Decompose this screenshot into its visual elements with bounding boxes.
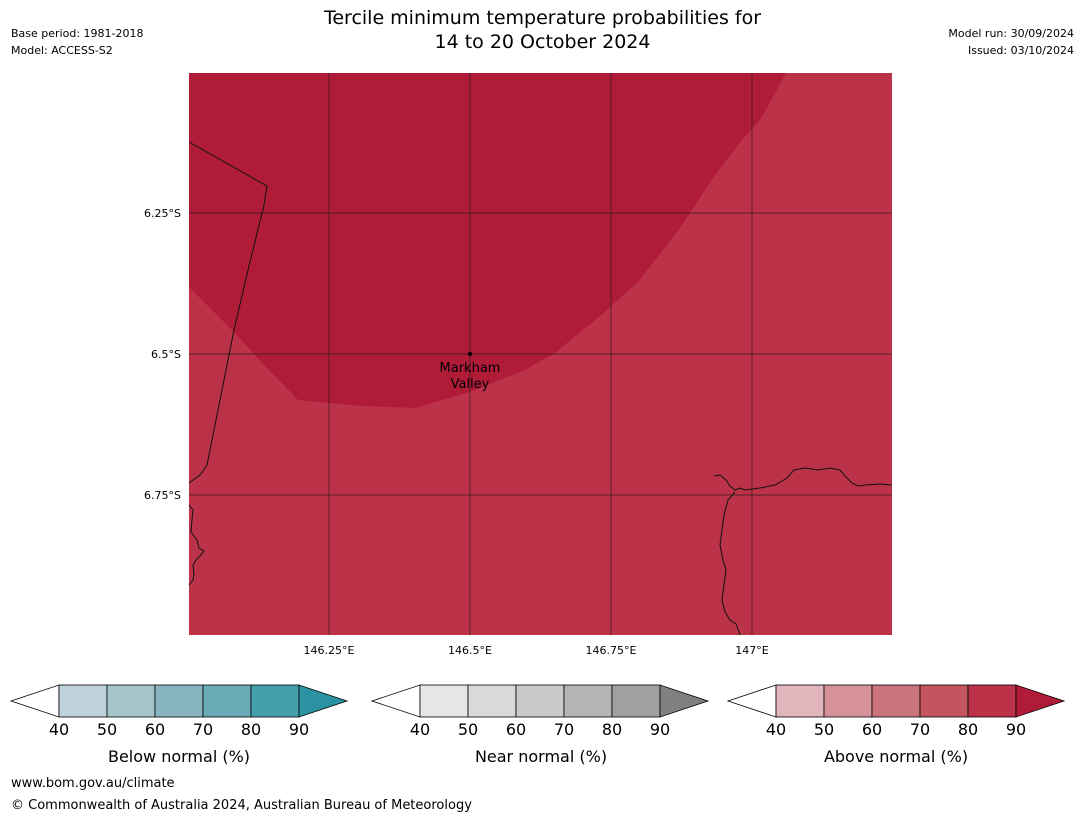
boundaries xyxy=(188,141,893,636)
lat-tick-label: 6.5°S xyxy=(151,348,181,361)
colorbar-segment xyxy=(919,684,969,718)
colorbar-extension-high xyxy=(298,684,349,718)
footer-url: www.bom.gov.au/climate xyxy=(11,776,175,791)
footer-copyright: © Commonwealth of Australia 2024, Austra… xyxy=(11,798,472,813)
colorbar-tick-label: 40 xyxy=(766,720,786,739)
colorbar-segment xyxy=(106,684,156,718)
colorbar-segment xyxy=(611,684,661,718)
chart-title: Tercile minimum temperature probabilitie… xyxy=(0,6,1085,54)
model-run-text: Model run: 30/09/2024 xyxy=(948,27,1074,40)
colorbar-label-near: Near normal (%) xyxy=(475,747,607,766)
place-label-line-1: Markham xyxy=(440,361,501,376)
title-line-1: Tercile minimum temperature probabilitie… xyxy=(323,7,762,29)
colorbar-segment xyxy=(154,684,204,718)
colorbar-tick-label: 40 xyxy=(49,720,69,739)
lon-tick-label: 146.5°E xyxy=(448,644,492,657)
district-boundary xyxy=(188,141,268,484)
lat-tick-label: 6.25°S xyxy=(144,207,181,220)
model-text: Model: ACCESS-S2 xyxy=(11,44,113,57)
colorbar-extension-high xyxy=(659,684,710,718)
colorbar-segment xyxy=(467,684,517,718)
issued-text: Issued: 03/10/2024 xyxy=(967,44,1074,57)
lon-tick-label: 147°E xyxy=(735,644,768,657)
colorbar-tick-label: 50 xyxy=(814,720,834,739)
colorbar-tick-label: 70 xyxy=(554,720,574,739)
colorbar-segment xyxy=(250,684,300,718)
colorbar-segment xyxy=(871,684,921,718)
meta-right: Model run: 30/09/2024 Issued: 03/10/2024 xyxy=(948,25,1074,59)
colorbar-tick-label: 60 xyxy=(506,720,526,739)
colorbar-extension-low xyxy=(9,684,60,718)
colorbar-extension-low xyxy=(370,684,421,718)
map-region-above-90 xyxy=(189,73,786,408)
colorbar-tick-label: 50 xyxy=(458,720,478,739)
colorbar-tick-label: 90 xyxy=(650,720,670,739)
base-period-text: Base period: 1981-2018 xyxy=(11,27,144,40)
coastline-peninsula xyxy=(719,491,741,636)
colorbar-tick-label: 60 xyxy=(145,720,165,739)
lon-tick-label: 146.25°E xyxy=(304,644,355,657)
colorbar-tick-label: 60 xyxy=(862,720,882,739)
colorbar-segment xyxy=(202,684,252,718)
colorbar-segment xyxy=(419,684,469,718)
colorbar-segment xyxy=(515,684,565,718)
colorbar-tick-label: 70 xyxy=(193,720,213,739)
colorbar-below-normal: 40 50 60 70 80 90 xyxy=(9,684,349,739)
place-label-line-2: Valley xyxy=(451,377,490,392)
meta-left: Base period: 1981-2018 Model: ACCESS-S2 xyxy=(11,25,143,59)
coastline-right xyxy=(713,467,893,491)
coastline-left xyxy=(188,504,205,586)
colorbar-tick-label: 90 xyxy=(289,720,309,739)
gridlines xyxy=(189,73,892,635)
lat-tick-label: 6.75°S xyxy=(144,489,181,502)
colorbar-tick-label: 50 xyxy=(97,720,117,739)
colorbar-segment xyxy=(58,684,108,718)
colorbar-label-above: Above normal (%) xyxy=(824,747,968,766)
colorbar-segment xyxy=(967,684,1017,718)
colorbar-segment xyxy=(823,684,873,718)
colorbar-tick-label: 80 xyxy=(602,720,622,739)
location-marker xyxy=(468,352,472,356)
colorbar-segment xyxy=(775,684,825,718)
colorbar-extension-low xyxy=(726,684,777,718)
footer: www.bom.gov.au/climate © Commonwealth of… xyxy=(11,773,472,817)
colorbar-tick-label: 90 xyxy=(1006,720,1026,739)
colorbar-extension-high xyxy=(1015,684,1066,718)
colorbar-tick-label: 80 xyxy=(241,720,261,739)
lon-tick-label: 146.75°E xyxy=(586,644,637,657)
title-line-2: 14 to 20 October 2024 xyxy=(434,31,651,53)
colorbar-tick-label: 70 xyxy=(910,720,930,739)
colorbar-near-normal: 40 50 60 70 80 90 xyxy=(370,684,710,739)
colorbar-tick-label: 80 xyxy=(958,720,978,739)
colorbar-above-normal: 40 50 60 70 80 90 xyxy=(726,684,1066,739)
colorbar-tick-label: 40 xyxy=(410,720,430,739)
colorbar-segment xyxy=(563,684,613,718)
colorbar-label-below: Below normal (%) xyxy=(108,747,250,766)
